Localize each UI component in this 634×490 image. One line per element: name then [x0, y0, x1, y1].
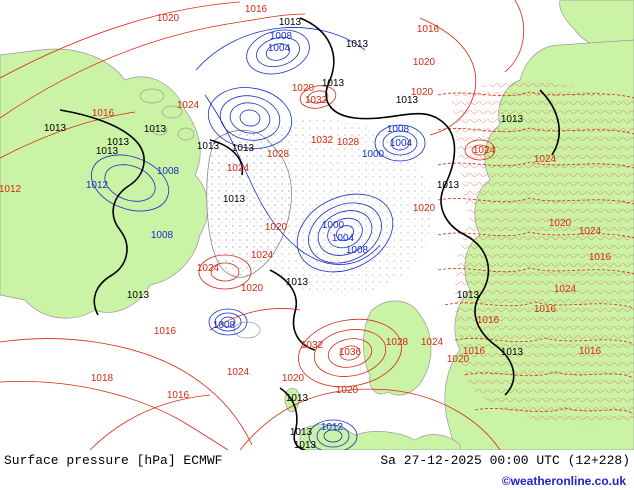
map-title: Surface pressure [hPa] ECMWF: [4, 453, 223, 468]
land-europe: [299, 424, 461, 450]
isobar-noise-region: [450, 81, 634, 426]
greenland-ice: [206, 129, 292, 278]
arctic-island: [161, 105, 183, 119]
footer-bar: Surface pressure [hPa] ECMWF Sa 27-12-20…: [0, 450, 634, 471]
sea-ice-layer: [243, 118, 432, 296]
arctic-island: [177, 127, 195, 141]
isobars-red: [0, 0, 634, 450]
isobars-blue: [90, 27, 426, 450]
map-datetime: Sa 27-12-2025 00:00 UTC (12+228): [380, 453, 630, 468]
credit-row: ©weatheronline.co.uk: [0, 471, 634, 490]
credit-link[interactable]: ©weatheronline.co.uk: [501, 473, 626, 488]
pressure-map: 1016 1013 1008 1004 1020 1016 1020 1013 1013 1020…: [0, 0, 634, 450]
arctic-island: [139, 88, 165, 104]
map-canvas: [0, 0, 634, 450]
isobar-1013-black: [59, 17, 560, 450]
arctic-island: [152, 124, 168, 136]
